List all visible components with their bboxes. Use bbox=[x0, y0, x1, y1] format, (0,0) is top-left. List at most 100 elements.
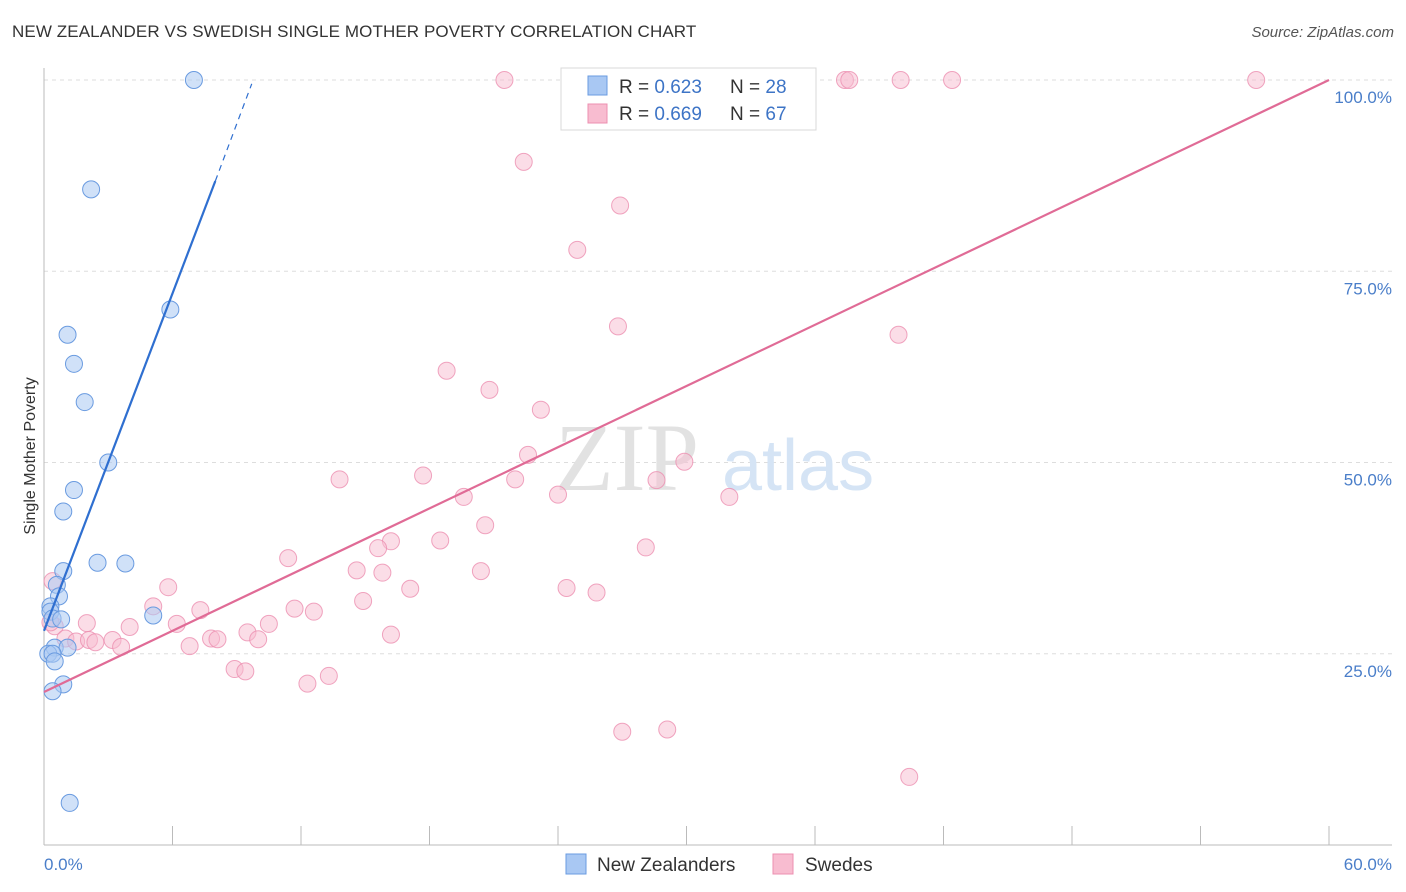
new-zealanders-trend-extension bbox=[214, 83, 253, 182]
new-zealanders-point-17 bbox=[52, 610, 71, 629]
new-zealanders-point-18 bbox=[144, 606, 163, 625]
swedes-point-43 bbox=[120, 617, 139, 636]
stats-n-value-sw: 67 bbox=[765, 104, 786, 125]
swedes-point-18 bbox=[414, 466, 433, 485]
watermark-zip: ZIP bbox=[555, 404, 699, 511]
swedes-point-60 bbox=[236, 662, 255, 681]
swedes-point-45 bbox=[259, 614, 278, 633]
swedes-point-26 bbox=[431, 531, 450, 550]
x-tick-label-max: 60.0% bbox=[1344, 855, 1392, 874]
swedes-point-64 bbox=[658, 720, 677, 739]
swedes-point-16 bbox=[675, 452, 694, 471]
stats-n-label-sw: N = bbox=[730, 104, 765, 125]
y-tick-label-75: 75.0% bbox=[1344, 279, 1392, 298]
swedes-point-61 bbox=[298, 674, 317, 693]
y-tick-label-100: 100.0% bbox=[1334, 88, 1392, 107]
legend-swatch-swedes bbox=[772, 853, 794, 875]
swedes-point-9 bbox=[568, 240, 587, 259]
y-tick-label-50: 50.0% bbox=[1344, 471, 1392, 490]
swedes-point-39 bbox=[285, 599, 304, 618]
trend-lines bbox=[42, 79, 1330, 693]
x-ticks bbox=[43, 826, 1330, 845]
swedes-point-17 bbox=[330, 470, 349, 489]
swedes-point-63 bbox=[613, 722, 632, 741]
swedes-point-51 bbox=[86, 633, 105, 652]
swedes-point-31 bbox=[373, 563, 392, 582]
swedes-point-7 bbox=[514, 152, 533, 171]
stats-r-label-nz: R = bbox=[619, 77, 654, 98]
new-zealanders-point-7 bbox=[64, 481, 83, 500]
x-tick-label-min: 0.0% bbox=[44, 855, 83, 874]
y-tick-label-25: 25.0% bbox=[1344, 662, 1392, 681]
bottom-legend: New Zealanders Swedes bbox=[565, 853, 873, 876]
swedes-point-12 bbox=[437, 361, 456, 380]
watermark: ZIP atlas bbox=[555, 404, 874, 511]
swedes-point-29 bbox=[636, 538, 655, 557]
legend-label-new-zealanders: New Zealanders bbox=[597, 855, 735, 876]
new-zealanders-point-5 bbox=[75, 393, 94, 412]
swedes-point-23 bbox=[720, 487, 739, 506]
swedes-point-10 bbox=[608, 317, 627, 336]
swedes-point-38 bbox=[191, 601, 210, 620]
new-zealanders-point-10 bbox=[116, 554, 135, 573]
swedes-point-5 bbox=[943, 71, 962, 89]
swedes-point-0 bbox=[495, 71, 514, 89]
swedes-point-41 bbox=[354, 591, 373, 610]
new-zealanders-point-9 bbox=[88, 553, 107, 572]
swedes-point-36 bbox=[587, 583, 606, 602]
swedes-point-28 bbox=[279, 549, 298, 568]
new-zealanders-points bbox=[39, 71, 203, 812]
swedes-point-4 bbox=[891, 71, 910, 89]
y-axis-title: Single Mother Poverty bbox=[22, 377, 39, 534]
stats-legend: R = 0.623 N = 28 R = 0.669 N = 67 bbox=[560, 67, 817, 131]
new-zealanders-point-20 bbox=[58, 638, 77, 657]
new-zealanders-point-26 bbox=[60, 793, 79, 812]
swedes-trend-line bbox=[43, 79, 1330, 693]
swedes-point-56 bbox=[208, 630, 227, 649]
swedes-point-6 bbox=[1247, 71, 1266, 89]
swedes-point-30 bbox=[347, 561, 366, 580]
swedes-point-3 bbox=[840, 71, 859, 89]
grid bbox=[44, 79, 1392, 655]
chart-source: Source: ZipAtlas.com bbox=[1251, 24, 1394, 41]
swedes-point-35 bbox=[557, 578, 576, 597]
swedes-point-34 bbox=[401, 579, 420, 598]
stats-swatch-sw bbox=[587, 103, 608, 124]
swedes-point-22 bbox=[549, 485, 567, 504]
stats-n-label-nz: N = bbox=[730, 77, 765, 98]
swedes-point-54 bbox=[180, 637, 199, 656]
legend-label-swedes: Swedes bbox=[805, 855, 873, 876]
swedes-point-20 bbox=[647, 471, 666, 490]
watermark-atlas: atlas bbox=[722, 426, 874, 506]
legend-swatch-new-zealanders bbox=[565, 853, 587, 875]
swedes-point-24 bbox=[476, 516, 495, 535]
axes bbox=[43, 68, 1392, 846]
stats-r-label-sw: R = bbox=[619, 104, 654, 125]
swedes-point-65 bbox=[900, 767, 919, 786]
new-zealanders-trend-line bbox=[42, 180, 217, 632]
stats-r-value-sw: 0.669 bbox=[654, 104, 702, 125]
new-zealanders-point-23 bbox=[45, 652, 64, 671]
y-tick-labels: 25.0% 50.0% 75.0% 100.0% bbox=[1334, 88, 1392, 681]
swedes-point-8 bbox=[611, 196, 630, 215]
swedes-point-33 bbox=[159, 578, 178, 597]
new-zealanders-point-4 bbox=[64, 354, 83, 373]
stats-row-sw: R = 0.669 N = 67 bbox=[619, 104, 787, 125]
swedes-point-13 bbox=[480, 380, 499, 399]
swedes-point-57 bbox=[249, 630, 268, 649]
stats-row-nz: R = 0.623 N = 28 bbox=[619, 77, 787, 98]
stats-r-value-nz: 0.623 bbox=[654, 77, 702, 98]
chart-title: NEW ZEALANDER VS SWEDISH SINGLE MOTHER P… bbox=[12, 22, 697, 41]
new-zealanders-point-1 bbox=[82, 180, 101, 199]
stats-n-value-nz: 28 bbox=[765, 77, 786, 98]
swedes-point-32 bbox=[471, 562, 490, 581]
stats-swatch-nz bbox=[587, 75, 608, 96]
swedes-point-11 bbox=[889, 325, 908, 344]
swedes-point-42 bbox=[77, 614, 96, 633]
new-zealanders-point-3 bbox=[58, 325, 77, 344]
new-zealanders-point-8 bbox=[54, 502, 73, 521]
swedes-point-19 bbox=[506, 470, 525, 489]
new-zealanders-point-0 bbox=[184, 71, 203, 89]
swedes-point-27 bbox=[369, 539, 388, 558]
